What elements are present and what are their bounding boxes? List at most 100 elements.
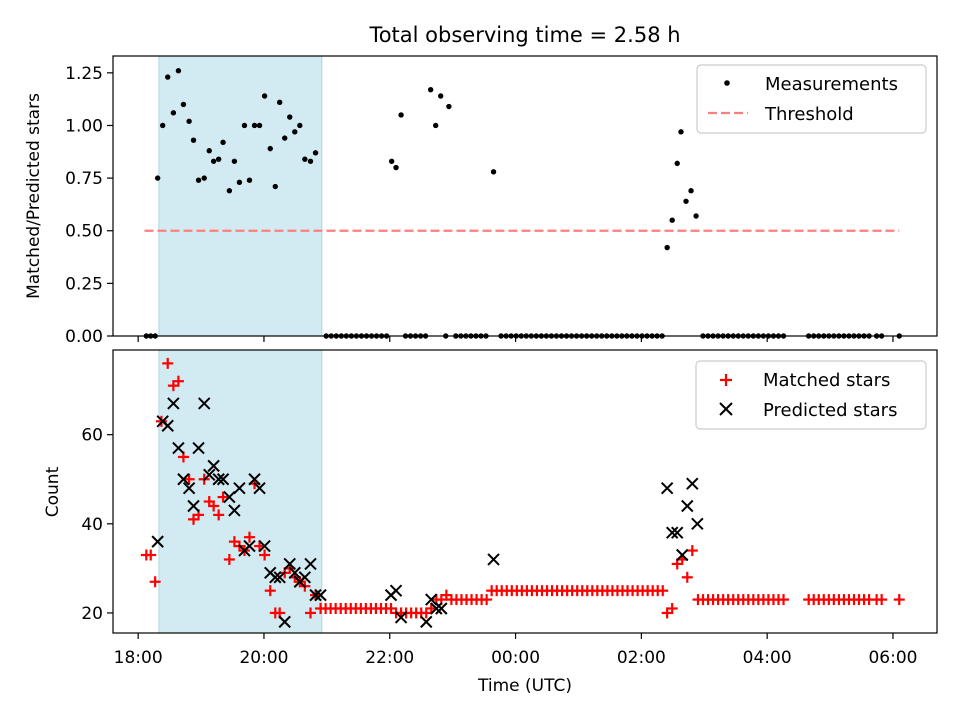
measurement-point <box>282 135 288 141</box>
predicted-star-point <box>309 588 322 602</box>
measurement-point <box>190 137 197 143</box>
matched-star-point <box>145 549 157 561</box>
top-ytick-label: 0.25 <box>65 274 103 294</box>
top-title: Total observing time = 2.58 h <box>368 23 680 47</box>
matched-star-point <box>183 473 195 485</box>
predicted-star-point <box>273 571 286 584</box>
measurement-point <box>241 122 248 129</box>
bottom-xtick-label: 00:00 <box>491 648 540 668</box>
predicted-star-point <box>216 473 230 486</box>
bottom-xtick-label: 22:00 <box>365 648 414 668</box>
legend-threshold-label: Threshold <box>764 104 854 125</box>
bottom-panel: 20 40 60 18:00 20:00 22:00 00:00 02:00 04:00 06:… <box>43 349 938 696</box>
matched-star-point <box>208 500 220 512</box>
measurement-point <box>226 188 233 194</box>
predicted-star-point <box>243 539 256 553</box>
top-y-axis-label: Matched/Predicted stars <box>24 93 44 299</box>
measurement-point <box>302 156 308 162</box>
measurement-point <box>678 129 684 135</box>
predicted-star-point <box>253 481 266 495</box>
top-ytick-label: 0.00 <box>65 327 103 347</box>
top-ytick-label: 1.25 <box>65 64 103 84</box>
predicted-star-point <box>161 419 174 432</box>
measurement-point <box>674 160 680 167</box>
bottom-legend: Matched stars Predicted stars <box>695 360 927 430</box>
top-legend-box <box>696 64 927 134</box>
predicted-star-point <box>278 615 291 629</box>
predicted-star-point <box>167 397 180 410</box>
predicted-star-point <box>314 588 327 602</box>
top-axes-frame <box>112 55 938 337</box>
measurement-point <box>267 145 273 152</box>
legend-predicted-label: Predicted stars <box>763 400 897 421</box>
matched-star-point <box>305 607 317 619</box>
bottom-y-axis-ticks: 20 40 60 <box>81 426 113 624</box>
measurement-point <box>438 93 444 99</box>
predicted-star-point <box>425 593 438 606</box>
predicted-star-point <box>304 557 317 571</box>
measurement-point <box>256 122 263 129</box>
measurement-point <box>165 74 171 80</box>
predicted-star-point <box>487 553 500 566</box>
matched-star-point <box>259 549 271 561</box>
matched-star-point <box>681 571 693 583</box>
top-panel: Total observing time = 2.58 h 0.00 0.25 0.… <box>24 23 938 347</box>
bottom-ytick-label: 60 <box>81 426 103 446</box>
legend-measurements-marker <box>724 80 730 86</box>
measurement-point <box>398 112 404 118</box>
predicted-star-point <box>233 481 246 495</box>
measurement-point <box>210 158 217 164</box>
top-y-axis-ticks: 0.00 0.25 0.50 0.75 1.00 1.25 <box>65 64 113 347</box>
predicted-star-point <box>298 571 312 584</box>
legend-measurements-label: Measurements <box>765 74 898 95</box>
predicted-star-point <box>660 481 674 495</box>
predicted-star-point <box>187 499 200 513</box>
measurement-point <box>186 118 192 124</box>
measurement-point <box>292 129 298 135</box>
bottom-xtick-label: 20:00 <box>239 648 288 668</box>
predicted-star-point <box>207 459 220 473</box>
measurement-point <box>312 150 319 156</box>
bottom-legend-box <box>695 360 927 430</box>
measurement-point <box>206 148 212 154</box>
matched-stars-points <box>140 357 905 619</box>
measurement-point <box>688 188 694 194</box>
matched-star-point <box>778 594 790 606</box>
top-ytick-label: 0.75 <box>65 169 103 189</box>
predicted-star-point <box>435 602 448 615</box>
measurement-point <box>664 244 670 251</box>
measurement-point <box>393 164 399 171</box>
predicted-star-point <box>389 584 403 597</box>
measurement-point <box>170 110 177 116</box>
measurement-point <box>231 158 238 164</box>
matched-star-point <box>162 357 174 369</box>
bottom-y-axis-label: Count <box>43 466 63 517</box>
matched-star-point <box>481 594 493 606</box>
predicted-star-point <box>212 473 225 486</box>
predicted-star-point <box>665 526 679 539</box>
bottom-xtick-label: 06:00 <box>868 648 917 668</box>
top-legend: Measurements Threshold <box>696 64 927 134</box>
measurement-point <box>287 114 293 120</box>
predicted-star-point <box>192 441 205 455</box>
measurement-point <box>195 177 202 183</box>
predicted-star-point <box>269 571 282 584</box>
measurement-point <box>490 169 497 175</box>
measurement-point <box>432 122 439 129</box>
measurement-point <box>276 99 283 106</box>
predicted-star-point <box>420 615 433 629</box>
measurement-point <box>246 177 253 183</box>
matched-star-point <box>893 594 905 606</box>
bottom-xtick-label: 04:00 <box>743 648 792 668</box>
predicted-star-point <box>177 473 190 486</box>
measurement-point <box>272 183 278 190</box>
predicted-star-point <box>430 602 443 615</box>
bottom-ytick-label: 20 <box>81 604 103 624</box>
measurement-point <box>236 179 243 186</box>
measurement-point <box>220 139 226 146</box>
measurement-point <box>159 122 166 129</box>
bottom-xtick-label: 18:00 <box>114 648 163 668</box>
top-ytick-label: 1.00 <box>65 116 103 136</box>
predicted-star-point <box>691 517 704 531</box>
